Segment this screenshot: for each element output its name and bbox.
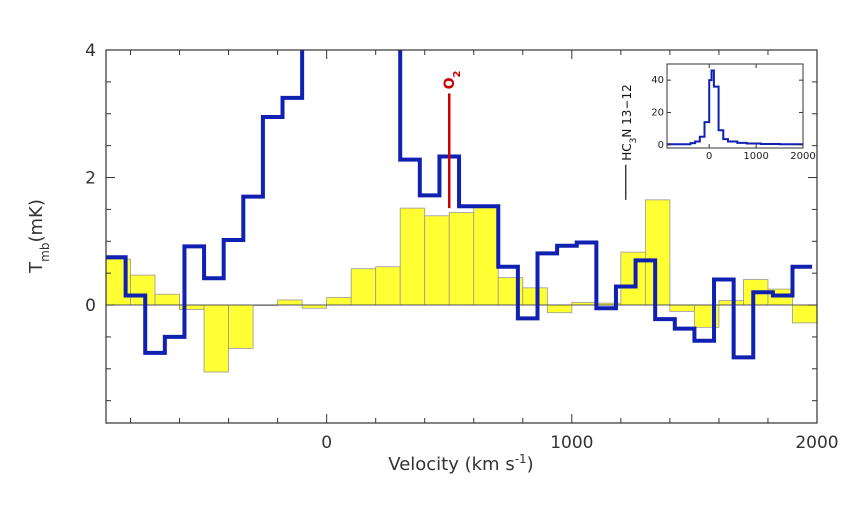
inset-x-tick-label: 2000: [790, 151, 815, 162]
histogram-bar: [644, 199, 671, 306]
histogram-bar: [154, 293, 180, 306]
inset-axis-ticks: 0 1000 2000 0 20 40: [651, 64, 816, 162]
histogram-bar: [473, 204, 499, 306]
inset-y-tick-label: 20: [651, 107, 664, 118]
yellow-histogram-series: [106, 199, 817, 373]
x-axis-title: Velocity (km s-1): [388, 452, 533, 475]
plot-frame: [105, 49, 818, 424]
hc3n-marker-label: HC3N 13−12: [620, 84, 639, 161]
inset-spectrum-plot: 0 1000 2000 0 20 40: [651, 63, 816, 162]
step-line: [106, 50, 813, 360]
histogram-bar: [424, 215, 450, 306]
x-tick-label: 2000: [795, 433, 838, 453]
inset-x-tick-label: 0: [706, 151, 712, 162]
y-tick-label: 4: [85, 41, 96, 61]
inset-y-tick-label: 40: [651, 75, 664, 86]
histogram-bar: [522, 287, 548, 306]
histogram-bar: [375, 266, 401, 306]
y-tick-label: 2: [85, 169, 96, 189]
blue-step-series: [106, 50, 813, 360]
inset-y-tick-label: 0: [658, 140, 664, 151]
histogram-bar: [203, 304, 229, 373]
line-annotations: O2 HC3N 13−12: [442, 70, 639, 209]
histogram-bar: [718, 300, 744, 306]
inset-frame: [666, 63, 804, 149]
y-tick-label: 0: [85, 296, 96, 316]
inset-step-series: [667, 69, 803, 146]
histogram-bar: [130, 274, 156, 306]
inset-x-tick-label: 1000: [743, 151, 768, 162]
histogram-bar: [350, 268, 377, 306]
histogram-bar: [448, 212, 475, 306]
histogram-bar: [399, 207, 426, 306]
histogram-bar: [792, 304, 817, 324]
x-tick-label: 0: [321, 433, 332, 453]
x-tick-label: 1000: [550, 433, 593, 453]
y-axis-title: Tmb(mK): [26, 199, 52, 274]
histogram-bar: [277, 299, 303, 306]
o2-marker-label: O2: [442, 70, 463, 89]
histogram-bar: [546, 304, 573, 314]
inset-step-line: [667, 69, 803, 146]
histogram-bar: [326, 296, 352, 306]
histogram-bar: [228, 304, 254, 349]
histogram-bar: [669, 304, 695, 312]
